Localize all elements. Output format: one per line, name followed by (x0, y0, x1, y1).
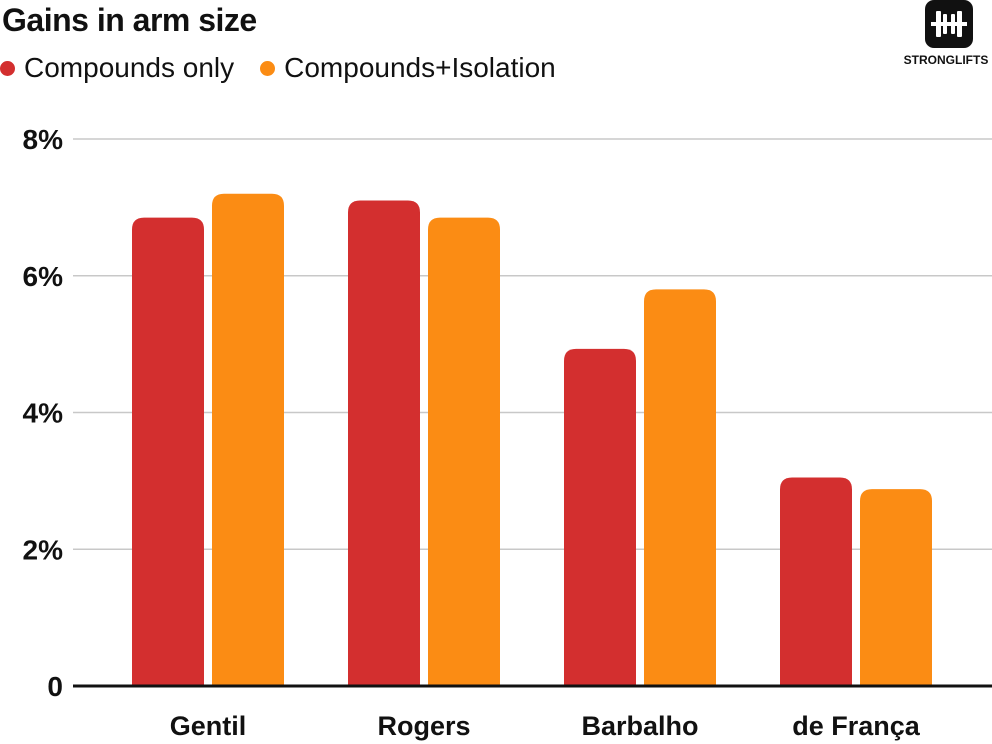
x-tick-label-de-franca: de França (792, 711, 921, 741)
bar-de-franca-compounds-only (780, 477, 852, 686)
barbell-icon (925, 0, 973, 48)
bar-de-franca-compounds-isolation (860, 489, 932, 686)
x-tick-label-barbalho: Barbalho (581, 711, 698, 741)
x-tick-label-gentil: Gentil (170, 711, 247, 741)
labels: 0 2% 4% 6% 8% Gentil Rogers Barbalho de França (23, 124, 921, 741)
legend-item-compounds-only: Compounds only (0, 50, 234, 86)
legend-swatch-compounds-isolation (260, 60, 276, 76)
bar-rogers-compounds-only (348, 200, 420, 686)
y-tick-label: 8% (23, 124, 64, 155)
bars (132, 193, 932, 686)
bar-gentil-compounds-only (132, 217, 204, 686)
x-tick-label-rogers: Rogers (377, 711, 470, 741)
legend-item-compounds-isolation: Compounds+Isolation (260, 50, 556, 86)
chart-title: Gains in arm size (2, 2, 257, 38)
legend-label-compounds-only: Compounds only (24, 52, 235, 83)
legend-swatch-compounds-only (0, 60, 15, 76)
bar-rogers-compounds-isolation (428, 217, 500, 686)
y-tick-label: 6% (23, 261, 64, 292)
y-tick-label: 0 (47, 671, 63, 702)
stronglifts-logo: STRONGLIFTS (900, 0, 992, 72)
bar-barbalho-compounds-only (564, 348, 636, 686)
y-tick-label: 2% (23, 534, 64, 565)
legend: Compounds only Compounds+Isolation (0, 50, 582, 86)
bar-gentil-compounds-isolation (212, 193, 284, 686)
y-tick-label: 4% (23, 398, 64, 429)
grid-lines (73, 138, 992, 550)
logo-text: STRONGLIFTS (903, 53, 989, 67)
legend-label-compounds-isolation: Compounds+Isolation (284, 52, 556, 83)
bar-barbalho-compounds-isolation (644, 289, 716, 686)
